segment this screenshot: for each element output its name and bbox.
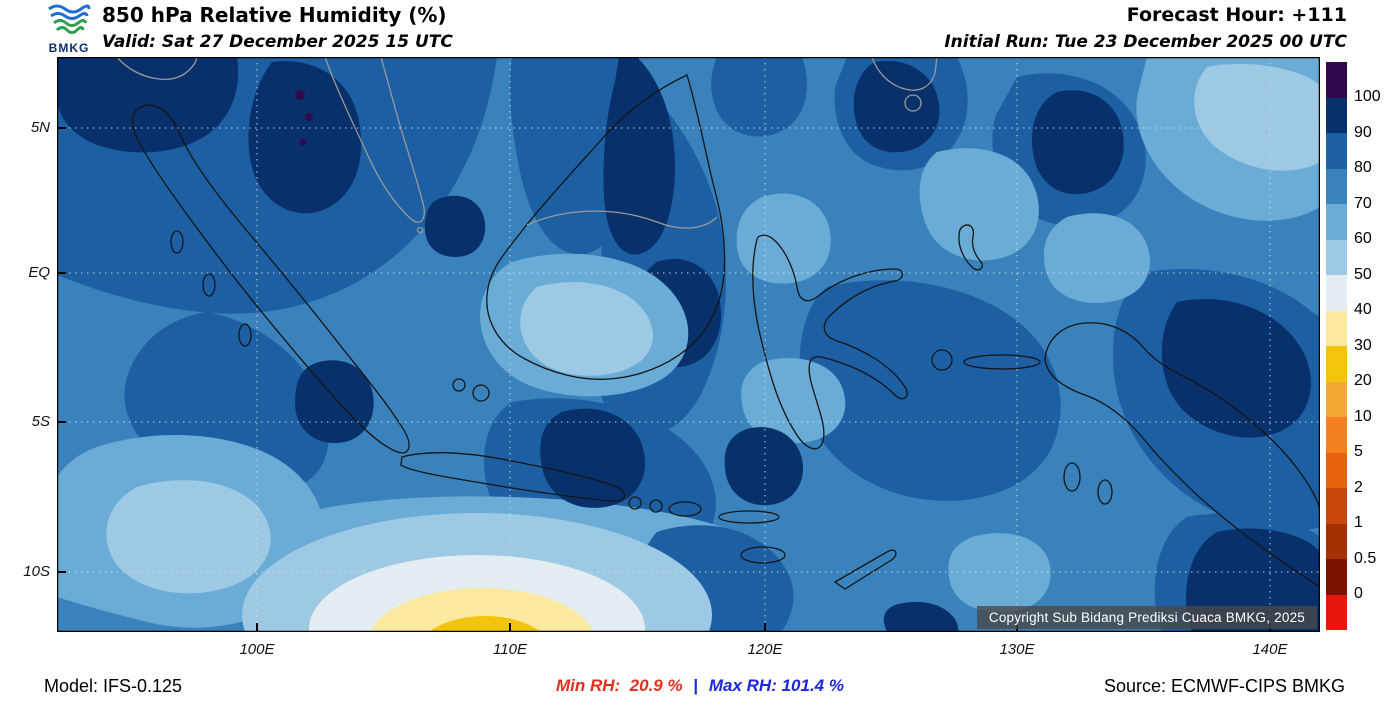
page-title: 850 hPa Relative Humidity (%) [102, 3, 447, 27]
colorbar-tick-label: 5 [1354, 443, 1363, 460]
humidity-field-map [57, 57, 1320, 632]
model-label: Model: IFS-0.125 [44, 676, 183, 696]
colorbar-segment [1326, 133, 1347, 169]
rh-filled-contours [57, 57, 1320, 632]
colorbar-segment [1326, 381, 1347, 417]
graticule-grid [57, 57, 1320, 632]
colorbar-segment [1326, 559, 1347, 595]
colorbar-segment [1326, 523, 1347, 559]
bmkg-logo-text: BMKG [48, 41, 90, 55]
lat-label-eq: EQ [28, 264, 50, 281]
colorbar-tick-label: 50 [1354, 266, 1372, 283]
max-rh-label: Max RH: 101.4 % [708, 676, 844, 695]
colorbar-segment [1326, 452, 1347, 488]
colorbar-segment [1326, 168, 1347, 204]
min-max-separator: | [693, 676, 699, 695]
colorbar-segment [1326, 417, 1347, 453]
colorbar-tick-label: 1 [1354, 514, 1363, 531]
colorbar-segment [1326, 346, 1347, 382]
colorbar-tick-label: 40 [1354, 301, 1372, 318]
copyright-note: Copyright Sub Bidang Prediksi Cuaca BMKG… [976, 606, 1317, 629]
source-label: Source: ECMWF-CIPS BMKG [1103, 676, 1345, 696]
coastlines-neighbours [116, 57, 938, 234]
initial-run: Initial Run: Tue 23 December 2025 00 UTC [944, 32, 1347, 52]
colorbar [1326, 62, 1347, 630]
forecast-hour: Forecast Hour: +111 [1126, 4, 1347, 26]
colorbar-tick-label: 100 [1354, 88, 1381, 105]
map-canvas: Copyright Sub Bidang Prediksi Cuaca BMKG… [57, 57, 1320, 632]
colorbar-segment [1326, 310, 1347, 346]
colorbar-tick-label: 70 [1354, 195, 1372, 212]
map-frame [57, 57, 1320, 632]
lon-label-130e: 130E [999, 641, 1035, 658]
colorbar-tick-label: 90 [1354, 124, 1372, 141]
min-rh-label: Min RH: 20.9 % [556, 676, 683, 695]
colorbar-segment [1326, 594, 1347, 630]
header-left: 850 hPa Relative Humidity (%) Valid: Sat… [102, 3, 453, 52]
lat-label-5n: 5N [30, 119, 50, 136]
colorbar-segment [1326, 97, 1347, 133]
colorbar-tick-label: 80 [1354, 159, 1372, 176]
colorbar-segment [1326, 275, 1347, 311]
colorbar-tick-label: 60 [1354, 230, 1372, 247]
colorbar-tick-label: 0.5 [1354, 550, 1377, 567]
header-right: Forecast Hour: +111 Initial Run: Tue 23 … [944, 3, 1347, 52]
colorbar-segment [1326, 239, 1347, 275]
colorbar-segment [1326, 204, 1347, 240]
valid-time: Valid: Sat 27 December 2025 15 UTC [102, 32, 453, 52]
lat-label-5s: 5S [31, 413, 50, 430]
coastlines-indonesia [132, 74, 1320, 590]
colorbar-tick-label: 30 [1354, 337, 1372, 354]
min-max-rh: Min RH: 20.9 % | Max RH: 101.4 % [430, 676, 970, 696]
colorbar-segment [1326, 488, 1347, 524]
colorbar-tick-label: 0 [1354, 585, 1363, 602]
colorbar-tick-label: 10 [1354, 408, 1372, 425]
colorbar-tick-label: 2 [1354, 479, 1363, 496]
bmkg-logo-icon [48, 4, 91, 34]
bmkg-logo: BMKG [40, 2, 98, 56]
lon-label-120e: 120E [747, 641, 783, 658]
max-rh-value: 101.4 % [781, 676, 844, 695]
colorbar-tick-label: 20 [1354, 372, 1372, 389]
lon-label-140e: 140E [1252, 641, 1288, 658]
lon-label-110e: 110E [493, 641, 527, 658]
colorbar-segment [1326, 62, 1347, 98]
lat-label-10s: 10S [23, 563, 50, 580]
min-rh-value: 20.9 % [629, 676, 683, 695]
lon-label-100e: 100E [239, 641, 275, 658]
